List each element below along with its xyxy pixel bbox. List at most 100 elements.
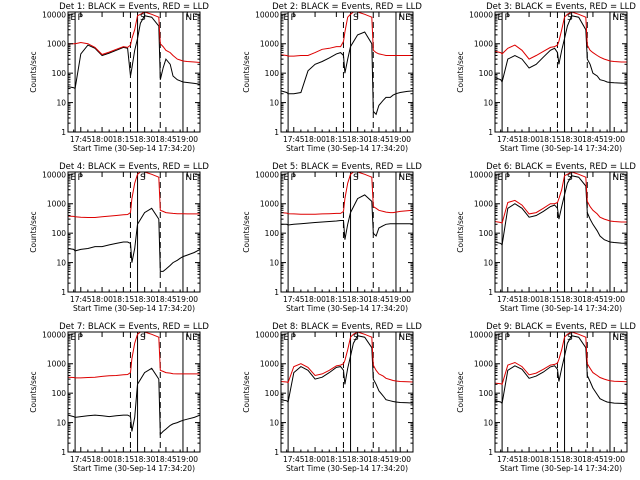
events-series-line (68, 15, 200, 90)
y-tick-label: 1 (61, 448, 66, 457)
y-axis-label: Counts/sec (456, 371, 465, 412)
interval-marker-label: E (283, 13, 289, 23)
interval-marker-label: S (353, 173, 359, 183)
axes-frame (494, 171, 628, 293)
y-tick-label: 1000 (260, 360, 279, 369)
interval-marker-label: P (505, 173, 511, 183)
x-tick-label: 18:00 (518, 295, 540, 304)
x-axis-label: Start Time (30-Sep-14 17:34:20) (286, 144, 408, 153)
x-tick-label: 18:30 (134, 455, 156, 464)
panel-title: Det 7: BLACK = Events, RED = LLD (59, 322, 209, 332)
x-tick-label: 18:15 (326, 295, 348, 304)
detector-panel: Det 5: BLACK = Events, RED = LLD 1 10 100 10… (242, 162, 422, 313)
y-tick-label: 100 (265, 69, 280, 78)
interval-marker-label: P (505, 13, 511, 23)
x-tick-label: 18:45 (155, 135, 177, 144)
x-axis-label: Start Time (30-Sep-14 17:34:20) (73, 464, 195, 473)
interval-marker-label: S (567, 173, 573, 183)
x-tick-label: 19:00 (603, 135, 625, 144)
y-tick-label: 1 (488, 448, 493, 457)
x-tick-label: 19:00 (603, 295, 625, 304)
detector-panel: Det 1: BLACK = Events, RED = LLD 1 10 100 10… (29, 2, 209, 153)
detector-panel: Det 6: BLACK = Events, RED = LLD 1 10 100 10… (456, 162, 636, 313)
x-tick-label: 19:00 (176, 295, 198, 304)
axes-frame (280, 11, 414, 133)
interval-marker-label: P (78, 333, 84, 343)
interval-marker-label: E (70, 173, 76, 183)
x-tick-label: 18:15 (326, 135, 348, 144)
interval-marker-label: NE (185, 173, 198, 183)
events-series-line (495, 335, 627, 405)
x-tick-label: 17:45 (283, 455, 305, 464)
interval-marker-label: NE (398, 173, 411, 183)
y-tick-label: 1 (274, 448, 279, 457)
axes-frame (280, 171, 414, 293)
interval-marker-label: S (140, 13, 146, 23)
panel-title: Det 8: BLACK = Events, RED = LLD (272, 322, 422, 332)
interval-marker-label: S (353, 13, 359, 23)
lld-series-line (68, 172, 200, 218)
x-tick-label: 18:30 (561, 455, 583, 464)
panel-title: Det 4: BLACK = Events, RED = LLD (59, 162, 209, 172)
interval-marker-label: NE (612, 13, 625, 23)
panel-title: Det 1: BLACK = Events, RED = LLD (59, 2, 209, 12)
series-group (495, 12, 627, 84)
lld-series-line (68, 332, 200, 379)
y-tick-label: 100 (479, 389, 494, 398)
interval-marker-label: NE (185, 333, 198, 343)
series-group (68, 172, 200, 272)
x-tick-label: 18:15 (540, 295, 562, 304)
x-tick-label: 18:00 (304, 135, 326, 144)
x-tick-label: 18:45 (155, 295, 177, 304)
interval-marker-label: NE (612, 333, 625, 343)
x-axis-label: Start Time (30-Sep-14 17:34:20) (73, 304, 195, 313)
y-tick-label: 1 (488, 288, 493, 297)
y-tick-label: 100 (52, 229, 67, 238)
y-tick-label: 100 (479, 69, 494, 78)
events-series-line (68, 367, 200, 436)
x-tick-label: 18:30 (134, 135, 156, 144)
x-tick-label: 17:45 (497, 455, 519, 464)
interval-marker-label: P (291, 173, 297, 183)
x-tick-label: 18:00 (304, 295, 326, 304)
y-tick-label: 10000 (469, 330, 493, 339)
y-tick-label: 100 (265, 389, 280, 398)
lld-series-line (495, 332, 627, 385)
y-tick-label: 10000 (42, 170, 66, 179)
y-tick-label: 1000 (474, 40, 493, 49)
y-tick-label: 1 (274, 128, 279, 137)
interval-marker-label: E (70, 13, 76, 23)
series-group (281, 332, 413, 404)
events-series-line (281, 335, 413, 404)
panel-title: Det 6: BLACK = Events, RED = LLD (486, 162, 636, 172)
x-axis-label: Start Time (30-Sep-14 17:34:20) (500, 304, 622, 313)
x-tick-label: 17:45 (70, 295, 92, 304)
y-tick-label: 1 (488, 128, 493, 137)
axes-frame (494, 331, 628, 453)
y-tick-label: 10000 (469, 170, 493, 179)
panel-title: Det 2: BLACK = Events, RED = LLD (272, 2, 422, 12)
x-tick-label: 18:30 (347, 455, 369, 464)
y-tick-label: 1000 (474, 360, 493, 369)
interval-marker-label: E (70, 333, 76, 343)
series-group (68, 332, 200, 436)
events-series-line (281, 194, 413, 240)
y-tick-label: 1000 (260, 200, 279, 209)
x-tick-label: 19:00 (176, 455, 198, 464)
detector-panel: Det 8: BLACK = Events, RED = LLD 1 10 100 10… (242, 322, 422, 473)
interval-marker-label: P (291, 13, 297, 23)
y-axis-label: Counts/sec (242, 371, 251, 412)
interval-marker-label: NE (612, 173, 625, 183)
x-tick-label: 18:00 (518, 135, 540, 144)
series-group (281, 12, 413, 116)
x-tick-label: 18:00 (91, 455, 113, 464)
x-tick-label: 19:00 (389, 295, 411, 304)
x-tick-label: 18:45 (368, 135, 390, 144)
axes-frame (67, 171, 201, 293)
x-tick-label: 18:45 (368, 455, 390, 464)
detector-panel: Det 3: BLACK = Events, RED = LLD 1 10 100 10… (456, 2, 636, 153)
y-tick-label: 10 (483, 99, 493, 108)
series-group (68, 12, 200, 90)
x-tick-label: 18:30 (561, 135, 583, 144)
y-tick-label: 10000 (42, 330, 66, 339)
